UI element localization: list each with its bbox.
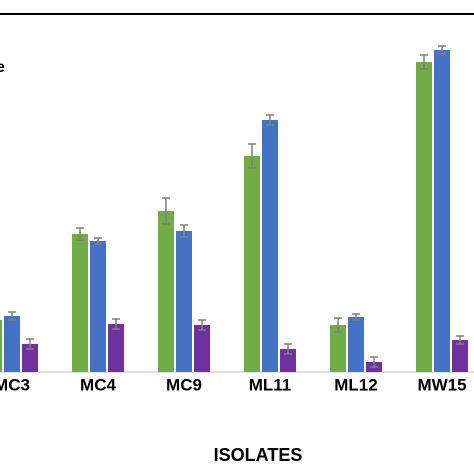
- x-tick-label: ML11: [249, 375, 292, 394]
- bar: [90, 241, 106, 372]
- error-bar: [112, 318, 120, 330]
- error-bar: [198, 319, 206, 331]
- bar: [416, 62, 432, 372]
- bar: [22, 344, 38, 372]
- bar: [434, 50, 450, 372]
- error-bar: [284, 343, 292, 355]
- x-tick-label: MC9: [166, 375, 202, 394]
- error-bar: [248, 143, 256, 169]
- error-bar: [26, 338, 34, 350]
- x-axis-label: ISOLATES: [214, 445, 303, 465]
- x-tick-label: MC4: [80, 375, 116, 394]
- bar: [194, 325, 210, 372]
- bar: [244, 156, 260, 372]
- error-bar: [266, 114, 274, 126]
- legend-fragment: e: [0, 59, 5, 76]
- x-tick-label: MC3: [0, 375, 30, 394]
- bar: [4, 316, 20, 372]
- error-bar: [420, 54, 428, 70]
- bar: [0, 320, 2, 372]
- error-bar: [94, 237, 102, 245]
- x-tick-label: ML12: [334, 375, 377, 394]
- x-tick-label: MW15: [417, 375, 466, 394]
- error-bar: [456, 335, 464, 345]
- error-bar: [162, 197, 170, 225]
- bar: [158, 211, 174, 372]
- bar: [108, 324, 124, 372]
- error-bar: [76, 227, 84, 241]
- bar: [330, 325, 346, 372]
- bar: [262, 120, 278, 372]
- error-bar: [352, 313, 360, 321]
- error-bar: [370, 356, 378, 368]
- bar: [452, 340, 468, 372]
- error-bar: [438, 45, 446, 55]
- bar: [348, 317, 364, 372]
- error-bar: [334, 317, 342, 333]
- bar: [72, 234, 88, 372]
- error-bar: [8, 311, 16, 321]
- error-bar: [180, 224, 188, 238]
- bar: [176, 231, 192, 372]
